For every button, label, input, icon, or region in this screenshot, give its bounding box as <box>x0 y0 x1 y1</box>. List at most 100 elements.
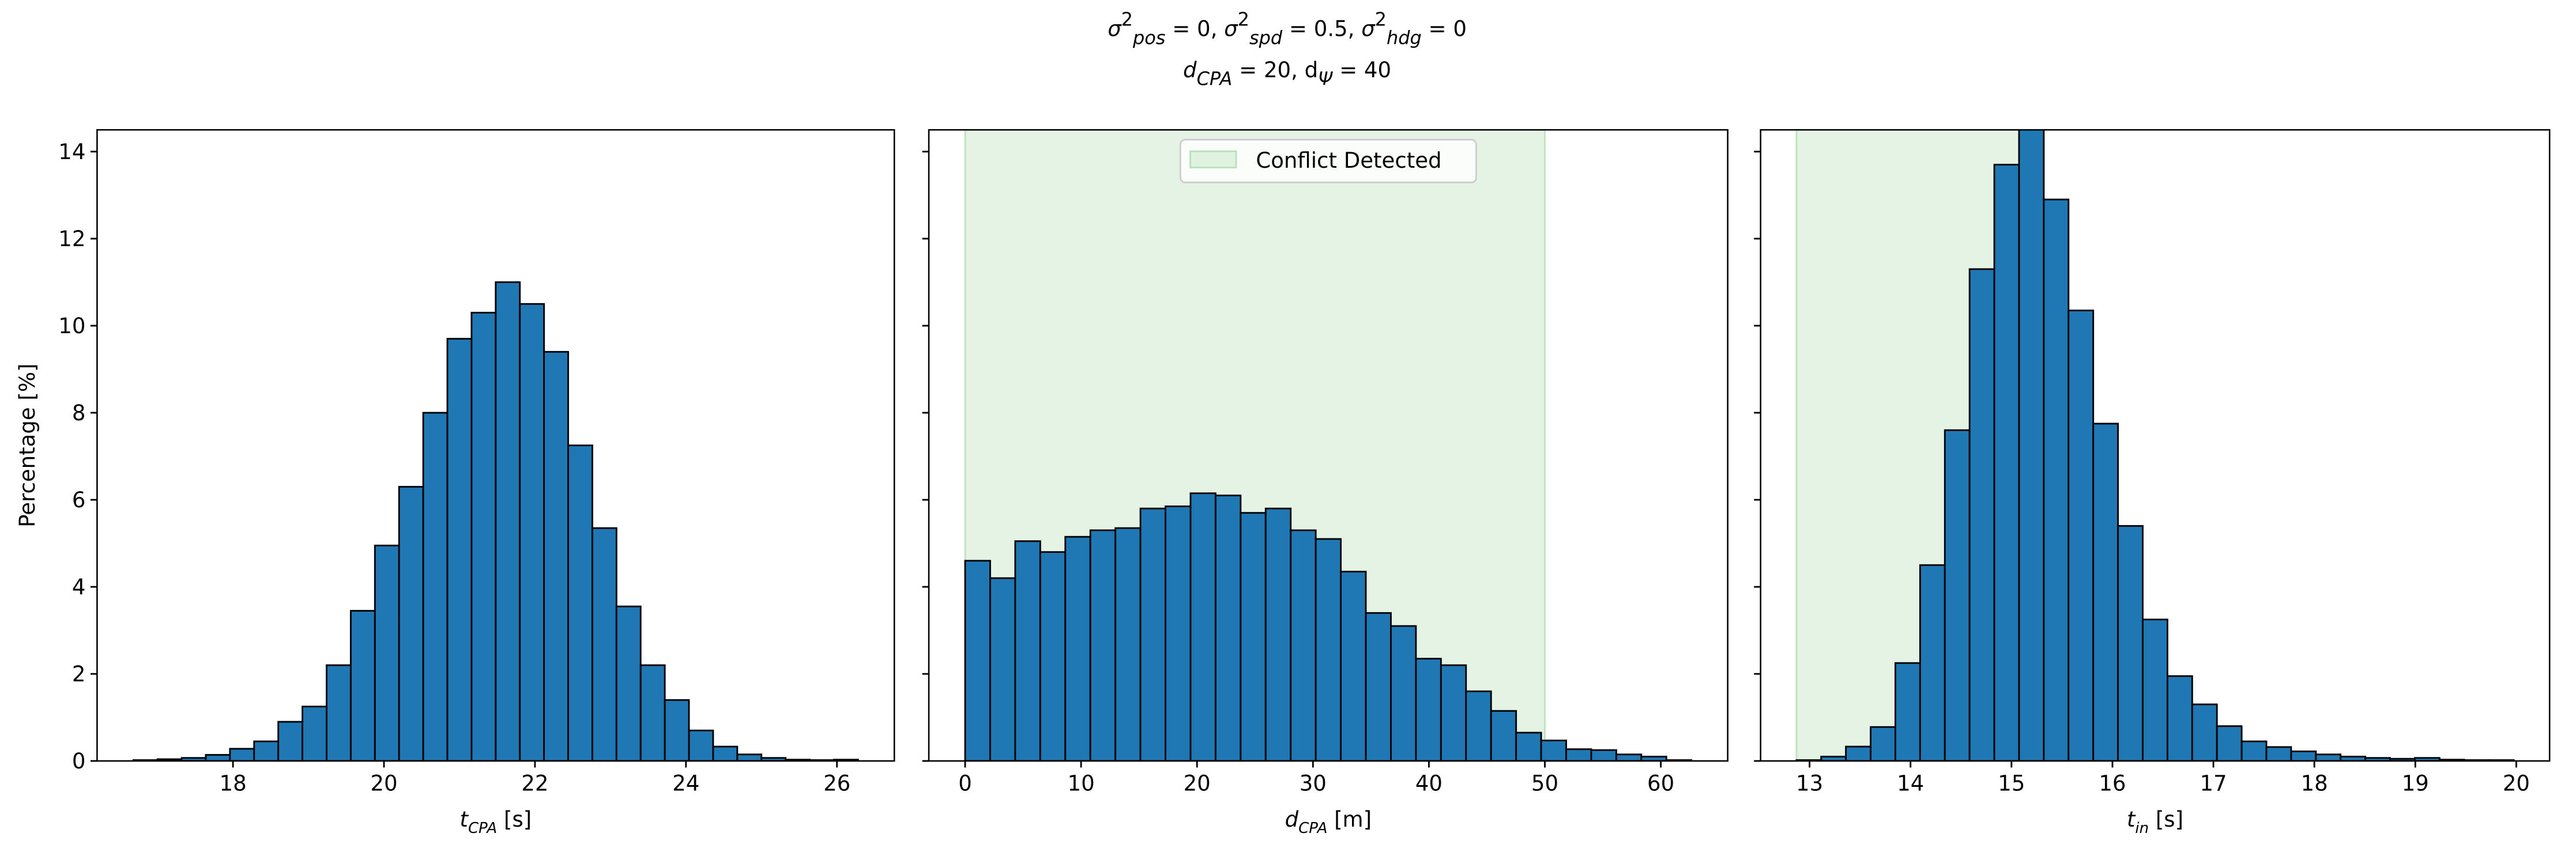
bar <box>736 753 763 761</box>
x-tick-label: 20 <box>2503 771 2530 796</box>
bar <box>2240 740 2268 761</box>
x-tick-label: 0 <box>958 771 972 796</box>
bar <box>229 748 255 761</box>
text-run: = 0.5, <box>1282 17 1361 42</box>
bar <box>1465 690 1492 761</box>
text-run: σ <box>1361 17 1376 42</box>
bar <box>639 664 666 761</box>
bar <box>688 729 714 761</box>
y-tick-label: 4 <box>72 575 86 600</box>
bar <box>1214 495 1242 761</box>
x-axis-label: dCPA [m] <box>1285 807 1372 837</box>
plot-area <box>1795 130 2515 761</box>
legend-box <box>1179 138 1477 183</box>
bar <box>2117 525 2144 761</box>
x-tick-label: 18 <box>2301 771 2328 796</box>
bar <box>2216 725 2243 761</box>
plot-area <box>132 281 859 761</box>
bar <box>1165 505 1192 761</box>
bar <box>2166 675 2193 761</box>
plot-area <box>964 130 1693 761</box>
bar <box>470 311 497 761</box>
y-tick-label: 12 <box>58 227 85 251</box>
bar <box>964 560 991 761</box>
text-run: CPA <box>1298 820 1327 837</box>
bar <box>205 754 231 761</box>
text-run: = 40 <box>1332 58 1391 82</box>
bar <box>1290 529 1317 761</box>
text-run: CPA <box>468 820 497 837</box>
axes-frame <box>1760 129 2551 762</box>
text-run: [s] <box>497 807 532 832</box>
y-tick-label: 14 <box>58 140 85 164</box>
text-run: 2 <box>1375 8 1387 30</box>
y-tick-label: 8 <box>72 401 86 425</box>
bar <box>1565 748 1592 761</box>
x-tick-label: 19 <box>2402 771 2429 796</box>
x-tick-label: 17 <box>2200 771 2227 796</box>
bar <box>712 745 739 761</box>
y-tick-label: 0 <box>72 749 86 774</box>
text-run: [m] <box>1327 807 1372 832</box>
text-run: σ <box>1108 17 1122 42</box>
bar <box>2191 703 2218 761</box>
bar <box>1340 571 1367 761</box>
bar <box>1615 753 1643 761</box>
bar <box>615 605 642 761</box>
text-run: Ψ <box>1318 68 1333 90</box>
bar <box>1240 512 1267 761</box>
bar <box>1089 529 1117 761</box>
x-tick-label: 40 <box>1415 771 1443 796</box>
bar <box>374 544 400 761</box>
legend-label: Conflict Detected <box>1256 148 1441 173</box>
bar <box>1189 492 1217 761</box>
axes-frame <box>96 129 895 762</box>
bar <box>446 338 473 761</box>
bar <box>1139 507 1166 761</box>
text-run: σ <box>1224 17 1238 42</box>
text-run: = 20, d <box>1232 58 1318 82</box>
text-run: CPA <box>1197 68 1233 90</box>
bar <box>1014 540 1041 761</box>
x-tick-label: 14 <box>1897 771 1924 796</box>
bar <box>1415 658 1442 761</box>
bar <box>2092 423 2119 761</box>
bar <box>2265 746 2292 761</box>
x-tick-label: 10 <box>1068 771 1095 796</box>
bar <box>2018 130 2045 761</box>
y-tick-label: 10 <box>58 314 85 338</box>
bar <box>1870 726 1896 761</box>
y-axis-label: Percentage [%] <box>15 363 40 527</box>
x-tick-label: 13 <box>1796 771 1823 796</box>
bar <box>422 412 449 761</box>
bar <box>567 444 593 761</box>
text-run: 2 <box>1121 8 1133 30</box>
axes-frame <box>928 129 1728 762</box>
x-tick-label: 30 <box>1300 771 1327 796</box>
bar <box>1440 664 1467 761</box>
bar <box>1490 710 1517 761</box>
text-run: t <box>460 807 469 832</box>
bar <box>302 706 327 761</box>
bar <box>2043 198 2070 761</box>
bar <box>495 281 521 761</box>
bar <box>2142 619 2168 761</box>
text-run: spd <box>1249 27 1283 48</box>
text-run: in <box>2135 820 2149 837</box>
bar <box>1390 625 1417 761</box>
y-tick-label: 6 <box>72 488 86 512</box>
text-run: = 0, <box>1165 17 1224 42</box>
x-axis-label: tCPA [s] <box>460 807 532 837</box>
text-run: d <box>1183 58 1197 82</box>
bar <box>253 740 280 761</box>
text-run: [s] <box>2149 807 2183 832</box>
bar <box>519 303 545 761</box>
figure-title: dCPA = 20, dΨ = 40 <box>1183 58 1391 90</box>
x-tick-label: 18 <box>220 771 247 796</box>
x-tick-label: 20 <box>370 771 397 796</box>
bar <box>1944 429 1971 761</box>
text-run: hdg <box>1387 27 1422 48</box>
bar <box>2067 310 2095 761</box>
